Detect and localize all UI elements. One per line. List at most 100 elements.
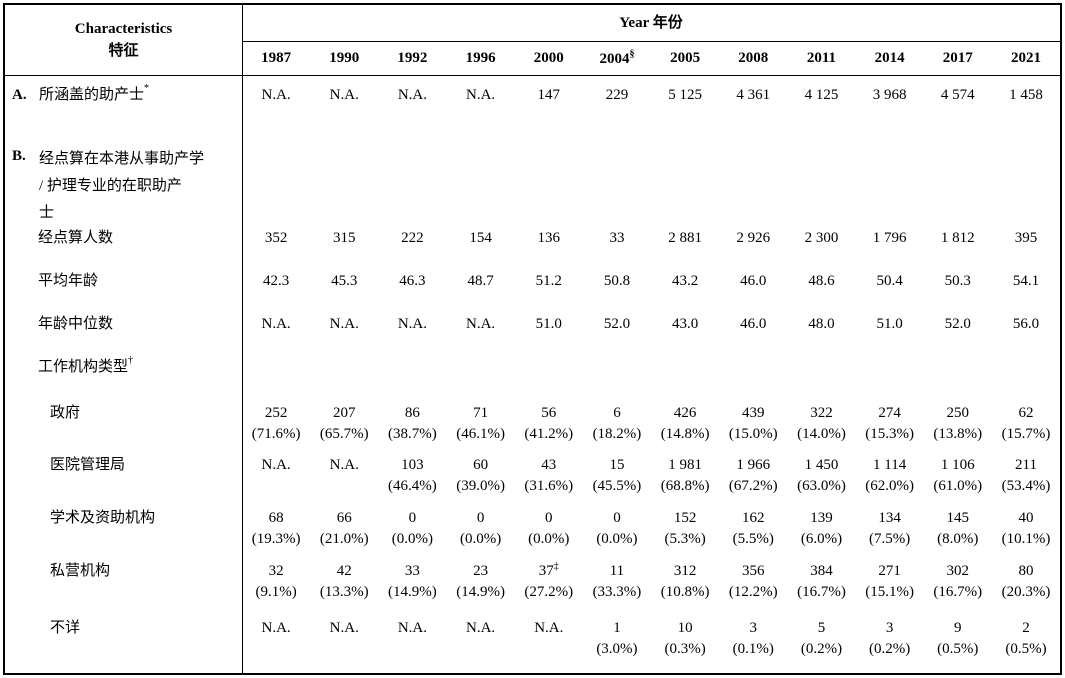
year-header: Year 年份 1987 1990 1992 1996 2000 2004§ 2005 200… bbox=[242, 5, 1060, 75]
cell-value: 42 bbox=[310, 561, 378, 581]
cell-value: N.A. bbox=[378, 618, 446, 638]
cell-value-text: 252 bbox=[264, 405, 288, 421]
cell-value-text: 56 bbox=[541, 405, 557, 421]
cell-value: N.A. bbox=[447, 618, 515, 638]
year-label: 1987 bbox=[261, 50, 292, 66]
cell-value: 312 bbox=[651, 561, 719, 581]
cell-value-text: 37 bbox=[538, 563, 554, 579]
cell-value-text: 2 bbox=[1022, 620, 1030, 636]
cell-row-a-covered-midwives-2021: 1 458 bbox=[992, 85, 1060, 144]
year-column-2017: 2017 bbox=[924, 50, 992, 67]
cell-percent: (0.5%) bbox=[937, 641, 979, 657]
cell-value-text: 207 bbox=[333, 405, 356, 421]
cell-row-hospital-authority-1996: 60 (39.0%) bbox=[447, 455, 515, 508]
cell-value-text: N.A. bbox=[329, 316, 359, 332]
cell-percent: (41.2%) bbox=[524, 426, 574, 442]
cell-value-text: 48.7 bbox=[467, 273, 494, 289]
cell-row-hospital-authority-2004: 15 (45.5%) bbox=[583, 455, 651, 508]
year-label: 1992 bbox=[397, 50, 428, 66]
cell-row-private-1987: 32 (9.1%) bbox=[242, 561, 310, 614]
cell-row-academic-subvented-2005: 152 (5.3%) bbox=[651, 508, 719, 561]
cell-percent: (67.2%) bbox=[728, 478, 778, 494]
cell-row-a-covered-midwives-2005: 5 125 bbox=[651, 85, 719, 144]
cell-value-text: 66 bbox=[336, 510, 352, 526]
cell-value-text: N.A. bbox=[261, 87, 291, 103]
cell-percent: (9.1%) bbox=[255, 584, 297, 600]
cell-value-text: 6 bbox=[613, 405, 621, 421]
footnote-marker: § bbox=[629, 48, 635, 60]
cell-value-text: N.A. bbox=[261, 316, 291, 332]
cell-value: N.A. bbox=[310, 455, 378, 475]
cell-value-text: N.A. bbox=[329, 457, 359, 473]
row-label: 医院管理局 bbox=[5, 455, 242, 508]
cell-row-median-age-2000: 51.0 bbox=[515, 314, 583, 357]
cell-row-mean-age-1987: 42.3 bbox=[242, 271, 310, 314]
cell-value: 33 bbox=[583, 228, 651, 248]
cell-row-enumerated-count-1987: 352 bbox=[242, 228, 310, 271]
cell-value-text: 1 458 bbox=[1009, 87, 1043, 103]
cell-value: 33 bbox=[378, 561, 446, 581]
cell-value: N.A. bbox=[242, 314, 310, 334]
cell-percent: (15.0%) bbox=[728, 426, 778, 442]
characteristics-title-zh: 特征 bbox=[108, 43, 139, 59]
row-label: 年龄中位数 bbox=[5, 314, 242, 357]
cell-value: 50.8 bbox=[583, 271, 651, 291]
cell-value: N.A. bbox=[378, 314, 446, 334]
cell-value: 2 926 bbox=[719, 228, 787, 248]
cell-row-academic-subvented-2004: 0 (0.0%) bbox=[583, 508, 651, 561]
cell-value-text: 33 bbox=[404, 563, 420, 579]
cell-value: 0 bbox=[378, 508, 446, 528]
cell-value: 86 bbox=[378, 403, 446, 423]
row-label-text: 经点算在本港从事助产学 / 护理专业的在职助产 士 bbox=[39, 151, 205, 221]
cell-row-private-2004: 11 (33.3%) bbox=[583, 561, 651, 614]
cell-value: 136 bbox=[515, 228, 583, 248]
cell-value-text: 52.0 bbox=[603, 316, 631, 332]
cell-value-text: 71 bbox=[473, 405, 489, 421]
cell-row-median-age-2008: 46.0 bbox=[719, 314, 787, 357]
cell-row-enumerated-count-2000: 136 bbox=[515, 228, 583, 271]
cell-row-unknown-2004: 1 (3.0%) bbox=[583, 618, 651, 664]
cell-value-text: 4 125 bbox=[804, 87, 839, 103]
cell-row-mean-age-2000: 51.2 bbox=[515, 271, 583, 314]
cell-value: 2 881 bbox=[651, 228, 719, 248]
cell-percent: (14.9%) bbox=[456, 584, 505, 600]
year-label: 2011 bbox=[806, 50, 837, 66]
cell-row-government-2005: 426 (14.8%) bbox=[651, 403, 719, 455]
cell-value-text: 0 bbox=[476, 510, 485, 526]
cell-value: 51.0 bbox=[856, 314, 924, 334]
row-label-text: 所涵盖的助产士 bbox=[39, 87, 145, 103]
row-academic-subvented: 学术及资助机构 68 (19.3%) 66 (21.0%) 0 (0.0%) 0 (0.0%) 0… bbox=[5, 508, 1060, 561]
cell-value: 23 bbox=[447, 561, 515, 581]
cell-value: 9 bbox=[924, 618, 992, 638]
cell-value: 384 bbox=[787, 561, 855, 581]
cell-row-hospital-authority-1990: N.A. bbox=[310, 455, 378, 508]
cell-percent: (12.2%) bbox=[728, 584, 778, 600]
cell-percent: (68.8%) bbox=[660, 478, 710, 494]
cell-row-enumerated-count-1996: 154 bbox=[447, 228, 515, 271]
cell-value-text: 439 bbox=[742, 405, 765, 421]
row-label-text: 经点算人数 bbox=[38, 230, 114, 246]
cell-value: 3 968 bbox=[856, 85, 924, 105]
cell-value-text: 60 bbox=[473, 457, 489, 473]
cell-value-text: 50.4 bbox=[876, 273, 903, 289]
cell-row-a-covered-midwives-1996: N.A. bbox=[447, 85, 515, 144]
cell-percent: (8.0%) bbox=[937, 531, 979, 547]
cell-value: 426 bbox=[651, 403, 719, 423]
cell-percent: (0.0%) bbox=[459, 531, 502, 547]
cell-value-text: 48.6 bbox=[808, 273, 835, 289]
row-mean-age: 平均年龄 42.3 45.3 46.3 48.7 51.2 50.8 43.2 46.0 48.6… bbox=[5, 271, 1060, 314]
cell-row-a-covered-midwives-1987: N.A. bbox=[242, 85, 310, 144]
cell-row-unknown-1987: N.A. bbox=[242, 618, 310, 664]
characteristics-title-en: Characteristics bbox=[74, 21, 173, 37]
cell-row-enumerated-count-2008: 2 926 bbox=[719, 228, 787, 271]
cell-value: 56.0 bbox=[992, 314, 1060, 334]
row-label: B. 经点算在本港从事助产学 / 护理专业的在职助产 士 bbox=[5, 146, 242, 228]
cell-value-text: 103 bbox=[401, 457, 424, 473]
cell-value: 32 bbox=[242, 561, 310, 581]
cell-percent: (71.6%) bbox=[251, 426, 301, 442]
cell-value: 154 bbox=[447, 228, 515, 248]
cell-value: 0 bbox=[447, 508, 515, 528]
cell-value-text: 51.0 bbox=[535, 316, 562, 332]
cell-value: 43 bbox=[515, 455, 583, 475]
cell-value: 274 bbox=[856, 403, 924, 423]
